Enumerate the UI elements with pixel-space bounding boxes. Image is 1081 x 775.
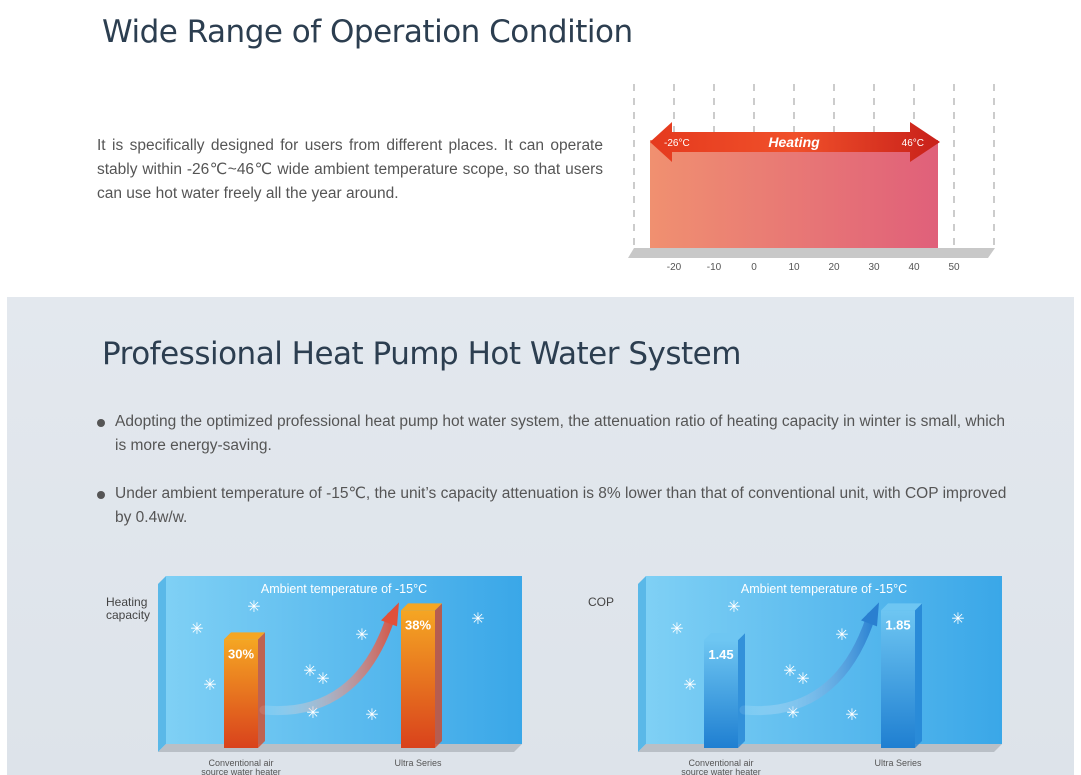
feature-list: Adopting the optimized professional heat… — [97, 410, 1007, 554]
snowflake-icon: ✳ — [727, 599, 740, 616]
trend-arrow-head — [381, 602, 399, 627]
snowflake-icon: ✳ — [845, 707, 858, 724]
chart-y-label: COP — [588, 595, 614, 609]
snowflake-icon: ✳ — [355, 627, 368, 644]
heating-capacity-chart: Heating capacity Ambient temperature of -1… — [106, 576, 522, 775]
chart-value-label: 30% — [228, 646, 254, 661]
snowflake-icon: ✳ — [670, 621, 683, 638]
bullet-dot — [97, 419, 105, 427]
chart-y-label: Heating capacity — [106, 595, 150, 622]
chart-bar-top — [881, 603, 922, 611]
snowflake-icon: ✳ — [247, 599, 260, 616]
list-item: Adopting the optimized professional heat… — [97, 410, 1007, 458]
chart-category-label: Conventional air source water heater — [681, 758, 761, 775]
chart-title: Ambient temperature of -15°C — [261, 582, 427, 596]
bullet-dot — [97, 491, 105, 499]
snowflake-icon: ✳ — [835, 627, 848, 644]
range-tick-label: 40 — [908, 262, 920, 273]
range-tick-label: 20 — [828, 262, 840, 273]
snowflake-icon: ✳ — [190, 621, 203, 638]
chart-bar — [704, 640, 738, 748]
chart-category-label: Ultra Series — [874, 758, 922, 768]
snowflake-icon: ✳ — [316, 671, 329, 688]
snowflake-icon: ✳ — [683, 677, 696, 694]
range-arrow-label: Heating — [768, 134, 820, 150]
chart-bar-top — [401, 603, 442, 611]
chart-panel-side — [158, 576, 166, 752]
top-section: Wide Range of Operation Condition It is … — [0, 0, 1081, 296]
chart-panel — [166, 576, 522, 744]
snowflake-icon: ✳ — [796, 671, 809, 688]
snowflake-icon: ✳ — [303, 663, 316, 680]
chart-bar — [224, 639, 258, 748]
range-max-label: 46°C — [902, 138, 924, 149]
range-min-label: -26°C — [664, 138, 690, 149]
range-tick-label: 10 — [788, 262, 800, 273]
chart-floor — [638, 744, 1002, 752]
chart-bar-side — [915, 603, 922, 748]
chart-value-label: 1.85 — [885, 617, 910, 632]
bullet-text: Under ambient temperature of -15℃, the u… — [115, 485, 1007, 526]
range-tick-label: -20 — [667, 262, 682, 273]
chart-category-label: Ultra Series — [394, 758, 442, 768]
chart-bar-top — [224, 632, 265, 640]
temperature-range-chart: -26°C 46°C Heating -20 -10 0 10 20 30 40 50 — [628, 84, 995, 273]
section-title-operation: Wide Range of Operation Condition — [102, 14, 633, 50]
chart-bar-side — [258, 632, 265, 748]
chart-value-label: 38% — [405, 617, 431, 632]
bullet-text: Adopting the optimized professional heat… — [115, 413, 1006, 454]
snowflake-icon: ✳ — [471, 611, 484, 628]
trend-arrow — [259, 611, 396, 716]
trend-arrow — [739, 611, 876, 716]
snowflake-icon: ✳ — [365, 707, 378, 724]
chart-category-label: Conventional air source water heater — [201, 758, 281, 775]
trend-arrow-head — [861, 602, 879, 627]
chart-floor — [158, 744, 522, 752]
snowflake-icon: ✳ — [951, 611, 964, 628]
chart-panel — [646, 576, 1002, 744]
snowflake-icon: ✳ — [783, 663, 796, 680]
chart-value-label: 1.45 — [708, 647, 733, 662]
heating-range-area — [650, 140, 938, 248]
range-tick-labels: -20 -10 0 10 20 30 40 50 — [667, 262, 960, 273]
range-tick-label: 30 — [868, 262, 880, 273]
snowflake-icon: ✳ — [203, 677, 216, 694]
range-tick-label: -10 — [707, 262, 722, 273]
chart-panel-side — [638, 576, 646, 752]
range-tick-label: 0 — [751, 262, 757, 273]
chart-bar-side — [738, 633, 745, 748]
range-axis-base — [628, 248, 995, 258]
chart-bar — [401, 610, 435, 748]
chart-title: Ambient temperature of -15°C — [741, 582, 907, 596]
operation-description: It is specifically designed for users fr… — [97, 137, 603, 202]
range-tick-label: 50 — [948, 262, 960, 273]
section-title-heat-pump: Professional Heat Pump Hot Water System — [102, 336, 741, 372]
chart-bar-top — [704, 633, 745, 641]
heating-range-arrow — [650, 122, 940, 162]
list-item: Under ambient temperature of -15℃, the u… — [97, 482, 1007, 530]
chart-bar — [881, 610, 915, 748]
chart-bar-side — [435, 603, 442, 748]
